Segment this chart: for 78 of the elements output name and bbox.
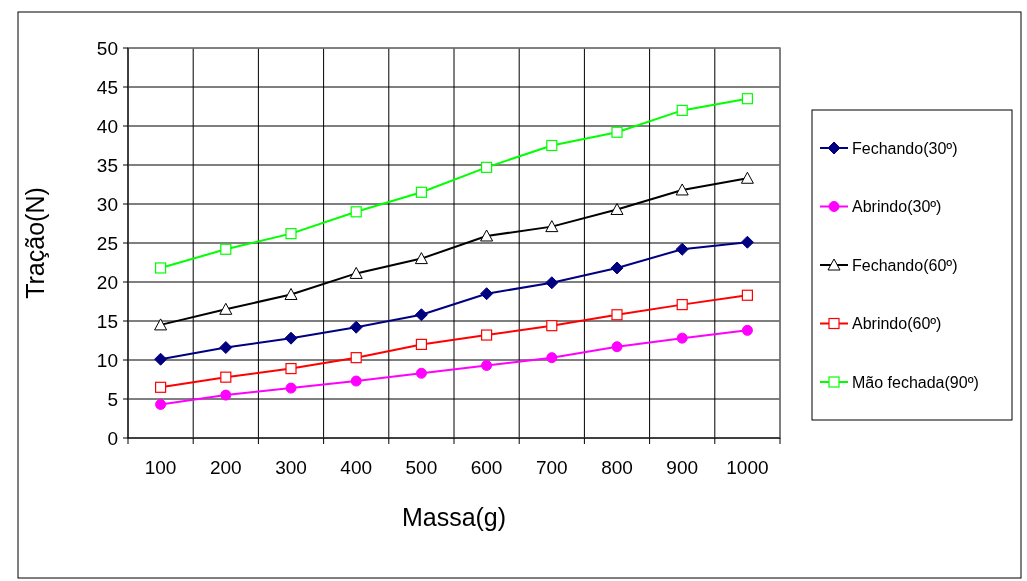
point [155, 398, 167, 410]
y-tick-label: 25 [96, 232, 118, 254]
point [414, 252, 428, 265]
point [154, 352, 168, 366]
point [220, 243, 232, 255]
point [610, 202, 624, 215]
point [480, 287, 494, 301]
point [284, 287, 298, 300]
point [219, 302, 233, 315]
y-tick-label: 0 [107, 427, 118, 449]
x-tick-label: 400 [340, 457, 373, 478]
point [546, 139, 558, 152]
point [285, 362, 297, 375]
point [740, 235, 754, 249]
x-tick-label: 600 [470, 457, 503, 478]
legend-label: Fechando(60º) [852, 256, 958, 274]
point [741, 324, 753, 336]
x-tick-label: 100 [144, 457, 177, 478]
point [611, 309, 623, 321]
point [220, 389, 232, 401]
point [675, 183, 689, 196]
y-tick-label: 10 [96, 349, 118, 371]
x-tick-label: 500 [405, 457, 438, 478]
point [155, 262, 167, 274]
point [676, 299, 688, 311]
y-tick-label: 50 [96, 37, 118, 59]
point [350, 206, 362, 218]
point [285, 228, 297, 240]
y-axis-title: Tração(N) [21, 187, 49, 299]
point [546, 320, 558, 332]
point [284, 331, 298, 345]
point [415, 186, 427, 198]
x-tick-label: 700 [535, 457, 568, 478]
point [545, 220, 559, 233]
point [676, 104, 688, 116]
point [676, 332, 688, 344]
y-tick-label: 15 [96, 310, 118, 332]
point [481, 359, 493, 371]
point [611, 341, 623, 353]
point [349, 320, 363, 334]
point [481, 161, 493, 173]
point [741, 289, 753, 301]
legend-label: Abrindo(60º) [852, 315, 942, 333]
point [220, 371, 232, 383]
point [480, 229, 494, 242]
point [154, 318, 168, 331]
y-tick-label: 30 [96, 193, 118, 215]
y-tick-label: 20 [96, 271, 118, 293]
x-tick-label: 1000 [726, 457, 769, 478]
point [349, 266, 363, 279]
point [741, 93, 753, 105]
y-tick-label: 5 [107, 388, 118, 410]
x-axis-title: Massa(g) [401, 503, 507, 531]
point [219, 341, 233, 355]
point [415, 338, 427, 350]
legend-label: Fechando(30º) [852, 139, 958, 157]
point [285, 382, 297, 394]
y-tick-label: 45 [96, 76, 118, 98]
point [350, 375, 362, 387]
y-tick-label: 35 [96, 154, 118, 176]
x-tick-label: 900 [666, 457, 699, 478]
point [414, 308, 428, 322]
point [481, 329, 493, 341]
x-tick-label: 800 [601, 457, 633, 478]
point [155, 381, 167, 393]
point [415, 367, 427, 379]
point [675, 242, 689, 256]
x-tick-label: 200 [209, 457, 242, 478]
point [545, 276, 559, 290]
point [546, 352, 558, 364]
x-tick-label: 300 [275, 457, 307, 478]
legend-label: Abrindo(30º) [852, 198, 942, 216]
legend-label: Mão fechada(90º) [852, 373, 979, 391]
y-tick-label: 40 [96, 115, 118, 137]
point [350, 352, 362, 364]
point [611, 126, 623, 138]
point [740, 171, 754, 184]
point [610, 261, 624, 275]
